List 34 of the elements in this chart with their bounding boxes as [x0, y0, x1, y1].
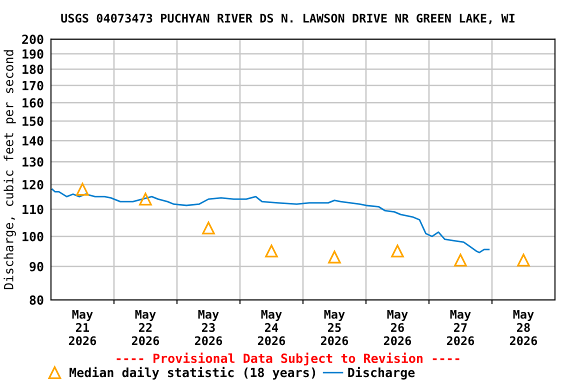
y-tick-label: 100 [22, 232, 44, 242]
x-tick-label: May 26 2026 [384, 310, 412, 346]
point [391, 244, 404, 258]
y-tick-label: 130 [22, 157, 44, 167]
y-tick-label: 120 [22, 180, 44, 190]
x-tick-label: May 21 2026 [68, 310, 96, 346]
x-tick-label: May 24 2026 [258, 310, 286, 346]
y-tick-label: 190 [22, 49, 44, 59]
y-tick-label: 170 [22, 80, 44, 90]
point [454, 254, 467, 267]
x-tick-label: May 27 2026 [446, 310, 474, 346]
x-tick-label: May 25 2026 [320, 310, 348, 346]
x-tick-label: May 23 2026 [194, 310, 222, 346]
point [139, 192, 152, 206]
legend-label: Discharge [348, 366, 415, 380]
y-tick-label: 150 [22, 116, 44, 126]
y-tick-label: 110 [22, 204, 44, 214]
point [517, 254, 530, 267]
y-tick-label: 90 [30, 262, 44, 272]
y-tick-label: 80 [30, 295, 44, 305]
legend-label: Median daily statistic (18 years) [70, 366, 316, 380]
y-axis-title: Discharge, cubic feet per second [4, 50, 16, 290]
y-tick-label: 200 [22, 34, 44, 44]
y-tick-label: 180 [22, 64, 44, 74]
point [202, 222, 215, 234]
x-tick-label: May 22 2026 [132, 310, 160, 346]
text: ---- Provisional Data Subject to Revision ---- [116, 352, 460, 366]
y-tick-label: 160 [22, 98, 44, 108]
point [328, 250, 341, 264]
y-tick-label: 140 [22, 136, 44, 146]
point [265, 244, 278, 258]
point [76, 182, 89, 196]
chart-title: USGS 04073473 PUCHYAN RIVER DS N. LAWSON DRIVE NR GREEN LAKE, WI [61, 14, 514, 24]
x-tick-label: May 28 2026 [510, 310, 538, 346]
